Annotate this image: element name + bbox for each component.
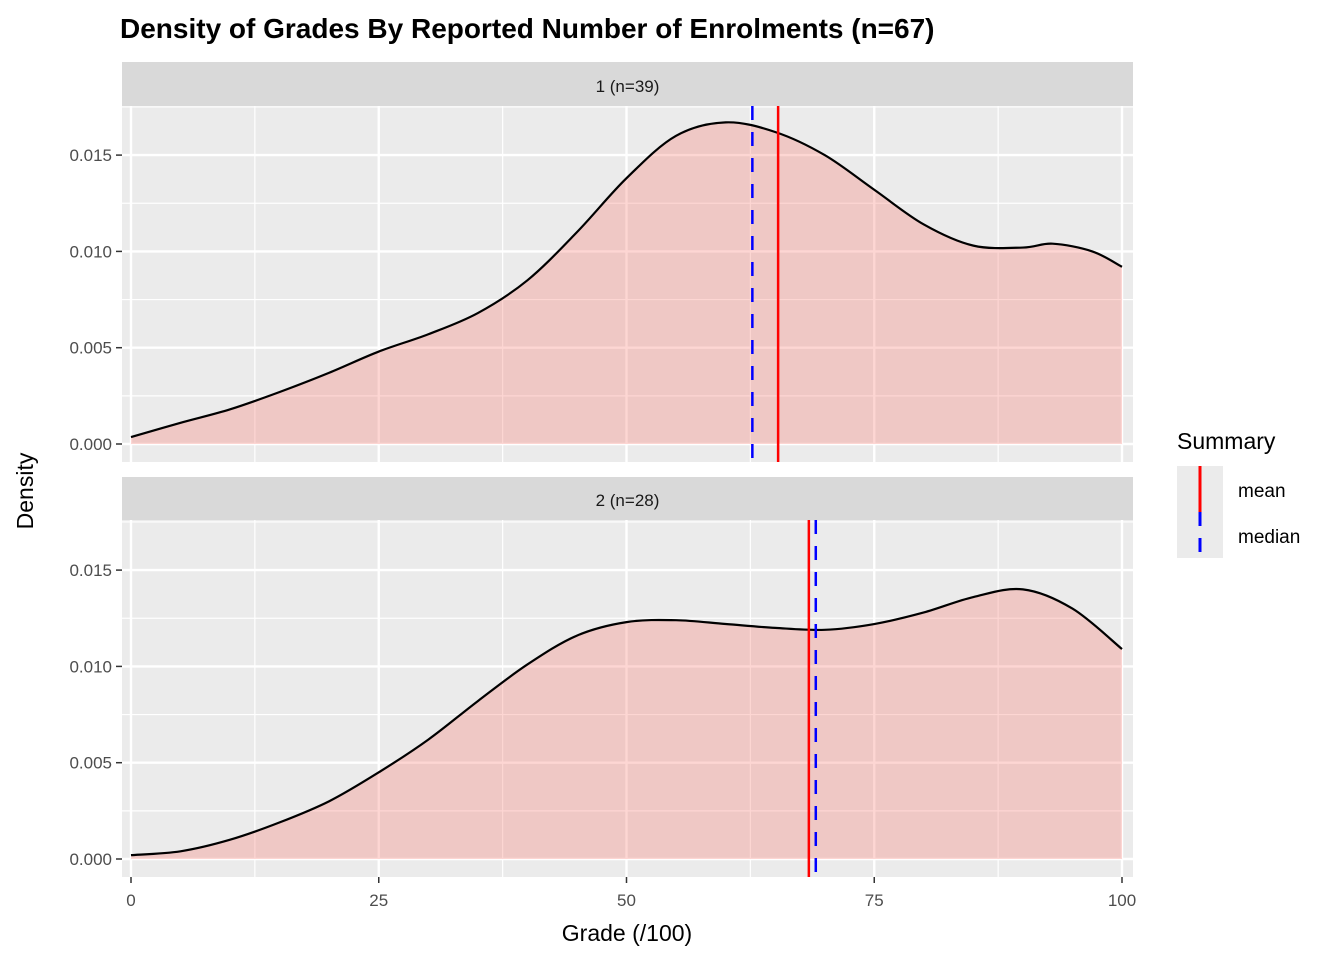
density-curve xyxy=(130,121,1123,439)
facet-panel-2: 2 (n=28) 0.000 0.005 0.010 0.015 0 25 50 75 100 xyxy=(69,477,1136,910)
y-tick-label: 0.015 xyxy=(69,146,112,165)
density-area xyxy=(131,588,1122,859)
y-tick-label: 0.000 xyxy=(69,850,112,869)
facet-strip-label: 2 (n=28) xyxy=(596,491,660,510)
y-tick-label: 0.010 xyxy=(69,242,112,261)
x-axis-label: Grade (/100) xyxy=(562,920,692,946)
x-tick-label: 25 xyxy=(369,891,388,910)
legend: Summary mean median xyxy=(1177,428,1300,558)
facet-strip xyxy=(122,62,1133,106)
facet-strip xyxy=(122,477,1133,520)
x-tick-label: 75 xyxy=(865,891,884,910)
x-tick-label: 100 xyxy=(1108,891,1136,910)
chart-title: Density of Grades By Reported Number of … xyxy=(120,13,935,44)
x-tick-label: 0 xyxy=(126,891,135,910)
legend-title: Summary xyxy=(1177,428,1276,454)
y-tick-label: 0.005 xyxy=(69,754,112,773)
density-area xyxy=(131,122,1122,445)
facet-strip-label: 1 (n=39) xyxy=(596,77,660,96)
legend-label-mean: mean xyxy=(1238,481,1286,502)
y-tick-label: 0.010 xyxy=(69,657,112,676)
x-tick-label: 50 xyxy=(617,891,636,910)
density-curve xyxy=(130,587,1123,857)
facet-panel-1: 1 (n=39) 0.000 0.005 0.010 0.015 xyxy=(69,62,1133,462)
y-tick-label: 0.005 xyxy=(69,339,112,358)
legend-label-median: median xyxy=(1238,527,1300,548)
y-tick-label: 0.015 xyxy=(69,561,112,580)
y-axis-label: Density xyxy=(12,452,38,529)
y-tick-label: 0.000 xyxy=(69,435,112,454)
